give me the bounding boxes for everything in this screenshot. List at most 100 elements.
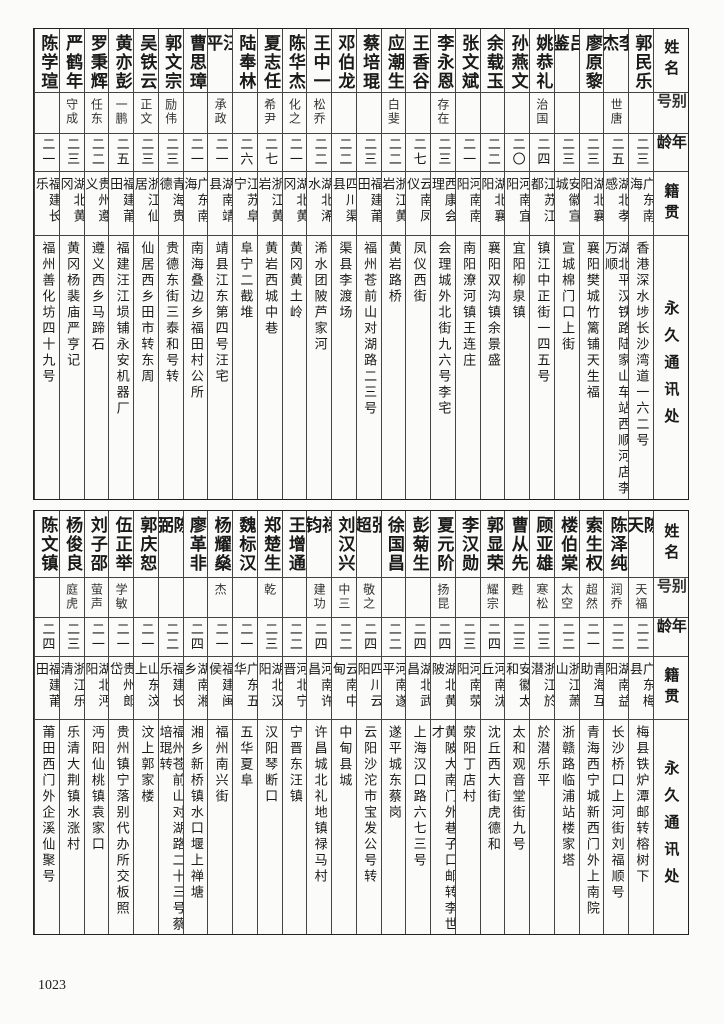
address-text: 贵州镇宁落别代办所交板照	[113, 725, 129, 918]
alias-text: 励伟	[163, 97, 178, 126]
person-column: 夏元阶 扬昆 二四 湖北黄陂 黄陂大南门外巷子口邮转李世才	[430, 511, 455, 934]
alias-cell: 存在	[431, 93, 455, 134]
address-text: 南海叠边乡福田村公所	[187, 241, 203, 402]
hometown-cell: 浙江黄岩	[257, 172, 282, 237]
age-cell: 二二	[282, 618, 307, 658]
alias-cell	[406, 93, 430, 134]
person-column: 曹从先甦二三 安徽太和 太和观音堂街九号	[504, 511, 529, 934]
age-text: 二二	[286, 621, 302, 652]
hometown-text: 江苏阜宁	[233, 177, 257, 226]
alias-cell	[381, 578, 406, 618]
address-cell: 青海西宁城新西门外上南院	[580, 720, 604, 934]
address-text: 福州苍前山对湖路二三号	[361, 241, 377, 418]
name-text: 蔡培琨	[359, 34, 380, 91]
age-cell: 二一	[455, 134, 480, 173]
name-text: 孙燕文	[507, 34, 528, 91]
alias-cell	[455, 578, 480, 618]
address-cell: 荥阳丁店村	[456, 720, 480, 934]
age-cell: 二二	[554, 618, 579, 658]
hometown-text: 贵州遵义	[84, 177, 109, 226]
header-name-text: 姓名	[662, 39, 681, 82]
header-hometown-text: 籍贯	[662, 667, 681, 710]
name-text: 郭民乐	[631, 34, 652, 91]
age-cell: 二二	[332, 134, 356, 173]
age-text: 二二	[88, 137, 104, 168]
hometown-text: 四川云阳	[356, 662, 381, 711]
alias-cell: 耀宗	[480, 578, 505, 618]
age-cell: 二三	[59, 618, 84, 658]
address-text: 香港深水埗长沙湾道一六二号	[633, 241, 649, 450]
address-cell: 福建汪江埙铺永安机器厂	[109, 236, 133, 499]
name-cell: 李汉勋	[455, 511, 480, 578]
name-text: 索生权	[581, 516, 602, 573]
hometown-cell: 广东南海	[183, 172, 208, 237]
alias-text: 化之	[287, 97, 302, 126]
person-column: 禄钧 建功 二四 河南许昌 许昌城北礼地镇禄马村	[306, 511, 331, 934]
age-text: 二二	[385, 621, 401, 652]
age-text: 二三	[534, 621, 550, 652]
address-cell: 镇江中正街一四五号	[530, 236, 554, 499]
alias-cell: 治国	[530, 93, 554, 134]
hometown-text: 山东汶上	[134, 662, 158, 711]
header-alias-text: 别号	[654, 92, 688, 114]
alias-cell: 敬之	[356, 578, 381, 618]
hometown-cell: 四川渠县	[332, 172, 356, 237]
alias-text: 正文	[138, 97, 153, 126]
age-cell: 二一	[84, 618, 109, 658]
name-text: 汪平	[208, 34, 232, 68]
address-cell: 沈丘西大街虎德和	[481, 720, 505, 934]
age-text: 二一	[286, 137, 302, 168]
alias-cell: 一鹏	[109, 93, 133, 134]
age-cell: 二二	[307, 134, 331, 173]
address-cell: 梅县铁炉潭邮转榕树下	[629, 720, 653, 934]
age-text: 二一	[39, 137, 55, 168]
person-column: 李永恩 存在 二三 西康会理 会理城外北街九六号李宅	[430, 29, 455, 499]
hometown-cell: 河南南阳	[455, 172, 480, 237]
person-column: 伍正举 学敏 二一 贵州郎岱 贵州镇宁落别代办所交板照	[108, 511, 133, 934]
name-cell: 顾亚雄	[530, 511, 554, 578]
alias-cell: 正文	[134, 93, 158, 134]
hometown-text: 福建莆田	[35, 662, 59, 711]
address-cell: 黄岩西城中巷	[258, 236, 282, 499]
age-cell: 二一	[35, 134, 59, 173]
alias-text: 承政	[213, 97, 228, 126]
name-text: 陈泽纯	[606, 516, 627, 573]
address-text: 镇江中正街一四五号	[534, 241, 550, 386]
age-text: 二一	[113, 621, 129, 652]
age-text: 二七	[410, 137, 426, 168]
name-cell: 杨耀燊	[208, 511, 232, 578]
person-column: 刘子邵 萤声 二一 湖北沔阳 沔阳仙桃镇袁家口	[83, 511, 109, 934]
name-cell: 魏标汉	[233, 511, 257, 578]
hometown-cell: 青海互助	[579, 657, 604, 721]
name-text: 禄钧	[307, 516, 331, 550]
name-text: 陆奉林	[235, 34, 256, 91]
person-column: 彭菊生 二四 湖北武昌 上海汉口路六七三号	[405, 511, 430, 934]
address-text: 会理城外北街九六号李宅	[435, 241, 451, 418]
alias-cell: 守成	[59, 93, 84, 134]
name-text: 应潮生	[383, 34, 404, 91]
header-address-cell: 永久通讯处	[654, 720, 688, 934]
age-text: 二三	[64, 137, 80, 168]
alias-cell: 萤声	[84, 578, 109, 618]
hometown-cell: 福建长乐	[158, 657, 183, 721]
address-cell: 宁晋东汪镇	[283, 720, 307, 934]
name-text: 陈天	[629, 516, 653, 550]
header-name-cell: 姓名	[653, 511, 688, 578]
name-cell: 刘子邵	[84, 511, 109, 578]
person-column: 吕鉴 二三 安徽宣城 宣城棉门口上街	[553, 29, 579, 499]
age-text: 二一	[212, 137, 228, 168]
address-cell: 福州苍前山对湖路二三号	[357, 236, 381, 499]
name-text: 王中一	[309, 34, 330, 91]
age-cell: 二三	[579, 134, 604, 173]
hometown-text: 河北宁晋	[282, 662, 307, 711]
name-text: 吴铁云	[136, 34, 157, 91]
name-cell: 张超	[356, 511, 381, 578]
hometown-cell: 西康会理	[431, 172, 455, 237]
name-cell: 夏志任	[257, 29, 282, 93]
hometown-text: 浙江黄岩	[381, 177, 406, 226]
person-column: 汪平 承政 二一 湖南靖县 靖县江东第四号汪宅	[207, 29, 232, 499]
person-column: 陈天 天福 二二 广东梅县 梅县铁炉潭邮转榕树下	[628, 511, 653, 934]
address-text: 黄岩路桥	[385, 241, 401, 306]
age-text: 二一	[88, 621, 104, 652]
age-cell: 二七	[257, 134, 282, 173]
